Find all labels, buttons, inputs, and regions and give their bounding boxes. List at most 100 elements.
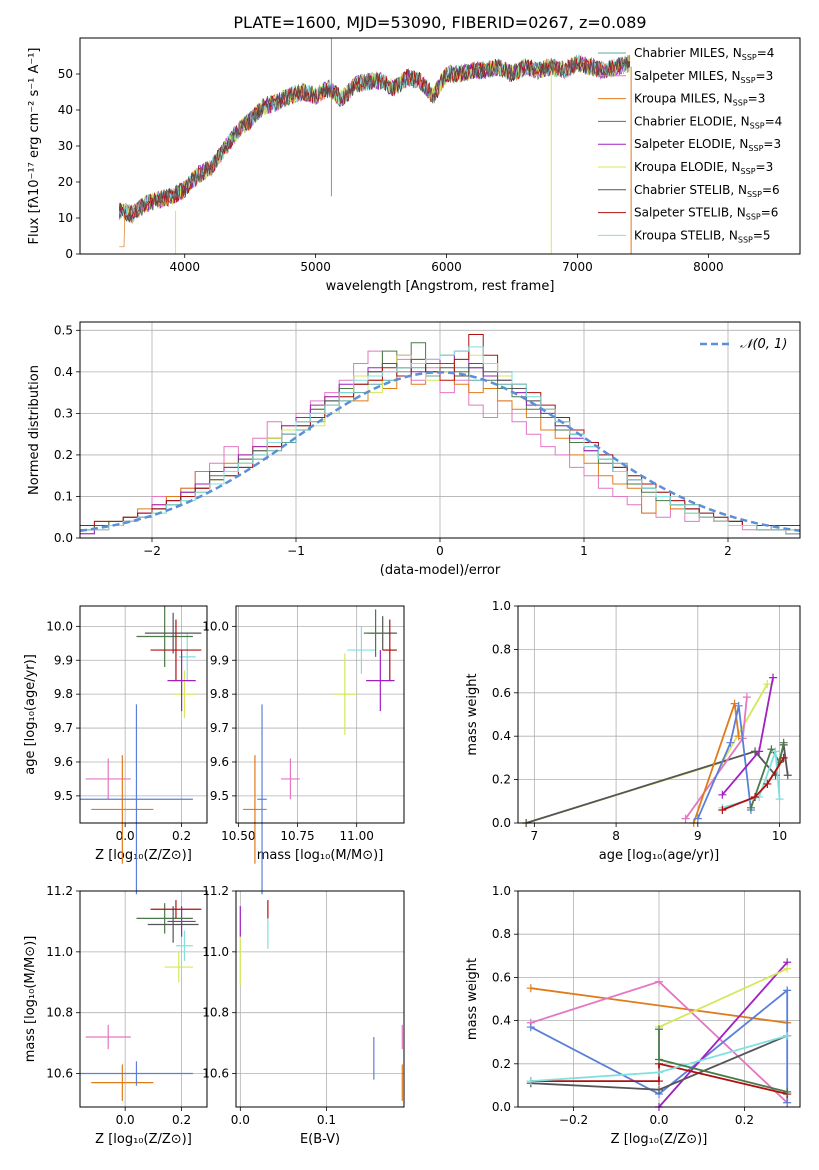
y-tick-label: 0.2 bbox=[54, 448, 73, 462]
weight-marker bbox=[655, 1068, 663, 1077]
y-tick-label: 0.2 bbox=[492, 1057, 511, 1071]
weight-marker bbox=[783, 1031, 792, 1040]
y-tick-label: 9.6 bbox=[210, 755, 229, 769]
y-tick-label: 0 bbox=[65, 247, 73, 261]
weight-line bbox=[658, 967, 788, 1028]
x-tick-label: 6000 bbox=[431, 260, 462, 274]
axes-frame bbox=[235, 890, 405, 1108]
weight-marker bbox=[526, 1023, 535, 1032]
weight-marker bbox=[751, 792, 760, 801]
x-tick-label: 0.1 bbox=[317, 1113, 336, 1127]
y-tick-label: 0.0 bbox=[54, 531, 73, 545]
y-tick-label: 0.2 bbox=[492, 773, 511, 787]
y-axis-label: mass weight bbox=[465, 673, 480, 755]
weight-marker bbox=[526, 984, 535, 993]
y-axis-label: mass [log₁₀(M/M⊙)] bbox=[23, 936, 38, 1063]
axes-frame bbox=[517, 890, 801, 1108]
weight-marker bbox=[763, 779, 772, 788]
x-axis-label: Z [log₁₀(Z/Z⊙)] bbox=[95, 848, 192, 863]
y-tick-label: 11.2 bbox=[202, 884, 229, 898]
x-tick-label: 0.0 bbox=[116, 1113, 135, 1127]
y-tick-label: 11.0 bbox=[46, 945, 73, 959]
x-axis-label: mass [log₁₀(M/M⊙)] bbox=[257, 848, 384, 863]
x-axis-label: (data-model)/error bbox=[380, 563, 501, 578]
weight-marker bbox=[693, 814, 702, 823]
y-tick-label: 0.5 bbox=[54, 323, 73, 337]
spectrum-line bbox=[118, 56, 631, 222]
y-tick-label: 9.9 bbox=[210, 653, 229, 667]
weight-marker bbox=[655, 1025, 663, 1034]
y-tick-label: 0.8 bbox=[492, 927, 511, 941]
weight-marker bbox=[783, 986, 792, 995]
weight-marker bbox=[775, 795, 784, 804]
spectrum-line bbox=[119, 54, 631, 224]
weight-marker bbox=[783, 1087, 792, 1096]
weight-line bbox=[530, 987, 788, 1024]
x-tick-label: 1 bbox=[580, 544, 588, 558]
y-tick-label: 11.0 bbox=[202, 945, 229, 959]
y-tick-label: 1.0 bbox=[492, 884, 511, 898]
residuals-axes: −2 −1 0 1 2 0.0 0.1 0.2 0.3 0.4 0.5 (data-model)/er… bbox=[27, 321, 801, 578]
weight-marker bbox=[755, 747, 764, 756]
y-tick-label: 9.5 bbox=[54, 789, 73, 803]
y-tick-label: 10.6 bbox=[202, 1067, 229, 1081]
weight-marker bbox=[718, 805, 727, 814]
y-tick-label: 0.0 bbox=[492, 816, 511, 830]
y-tick-label: 0.8 bbox=[492, 642, 511, 656]
legend-label: Salpeter ELODIE, NSSP=3 bbox=[634, 137, 781, 153]
legend-label: Chabrier ELODIE, NSSP=4 bbox=[634, 114, 782, 130]
y-tick-label: 9.8 bbox=[210, 687, 229, 701]
weight_vs_age-axes: 7 8 9 10 0.0 0.2 0.4 0.6 0.8 1.0 age [log₁₀(age/yr… bbox=[465, 599, 801, 863]
axes-frame bbox=[235, 605, 405, 824]
legend-label: Salpeter STELIB, NSSP=6 bbox=[634, 206, 778, 222]
weight-marker bbox=[655, 1077, 663, 1086]
legend-label: Kroupa MILES, NSSP=3 bbox=[634, 92, 765, 108]
weight-line bbox=[530, 988, 789, 1103]
x-axis-label: wavelength [Angstrom, rest frame] bbox=[326, 279, 555, 294]
y-tick-label: 20 bbox=[58, 175, 73, 189]
x-tick-label: 0.0 bbox=[649, 1113, 668, 1127]
weight-marker bbox=[783, 771, 792, 780]
histogram-step bbox=[79, 346, 800, 538]
x-tick-label: 10 bbox=[772, 829, 787, 843]
x-tick-label: 0 bbox=[436, 544, 444, 558]
weight-line bbox=[658, 961, 788, 1108]
weight-marker bbox=[763, 680, 772, 689]
weight-marker bbox=[734, 701, 743, 710]
y-tick-label: 0.3 bbox=[54, 406, 73, 420]
y-tick-label: 10 bbox=[58, 211, 73, 225]
y-tick-label: 30 bbox=[58, 139, 73, 153]
y-tick-label: 10.6 bbox=[46, 1067, 73, 1081]
mass_vs_Z-axes: 0.0 0.2 10.6 10.8 11.0 11.2 Z [log₁₀(Z/Z⊙)] mas… bbox=[23, 884, 208, 1147]
spectrum-legend: Chabrier MILES, NSSP=4 Salpeter MILES, NS… bbox=[598, 46, 782, 244]
legend-label: Chabrier STELIB, NSSP=6 bbox=[634, 183, 780, 199]
axes-frame bbox=[79, 890, 208, 1108]
axes-frame bbox=[517, 605, 801, 824]
y-tick-label: 10.8 bbox=[202, 1006, 229, 1020]
y-axis-label: age [log₁₀(age/yr)] bbox=[23, 654, 38, 775]
weight-marker bbox=[771, 747, 780, 756]
y-axis-label: mass weight bbox=[465, 958, 480, 1040]
y-axis-label: Normed distribution bbox=[27, 365, 42, 495]
weight-marker bbox=[526, 1077, 535, 1086]
mass_vs_ebv-axes: 0.0 0.1 10.6 10.8 11.0 11.2 E(B-V) bbox=[202, 884, 405, 1147]
x-tick-label: 7000 bbox=[562, 260, 593, 274]
x-axis-label: age [log₁₀(age/yr)] bbox=[599, 848, 720, 863]
x-axis-label: Z [log₁₀(Z/Z⊙)] bbox=[95, 1132, 192, 1147]
weight-marker bbox=[742, 693, 751, 702]
age_vs_Z-axes: 0.0 0.2 9.5 9.6 9.7 9.8 9.9 10.0 Z [log₁₀(Z/Z⊙)]… bbox=[23, 605, 208, 895]
x-axis-label: Z [log₁₀(Z/Z⊙)] bbox=[611, 1132, 708, 1147]
axes-frame bbox=[79, 37, 801, 255]
weight-marker bbox=[767, 745, 776, 754]
weight-marker bbox=[769, 673, 778, 682]
x-tick-label: 0.2 bbox=[172, 1113, 191, 1127]
y-tick-label: 9.5 bbox=[210, 789, 229, 803]
y-tick-label: 9.7 bbox=[54, 721, 73, 735]
legend-label: Kroupa ELODIE, NSSP=3 bbox=[634, 160, 773, 176]
x-tick-label: 0.0 bbox=[231, 1113, 250, 1127]
spectrum-axes: 4000 5000 6000 7000 8000 0 10 20 30 40 50 wavelengt… bbox=[27, 37, 801, 294]
x-tick-label: −0.2 bbox=[559, 1113, 588, 1127]
x-tick-label: 0.0 bbox=[116, 829, 135, 843]
legend-label: Salpeter MILES, NSSP=3 bbox=[634, 69, 773, 85]
